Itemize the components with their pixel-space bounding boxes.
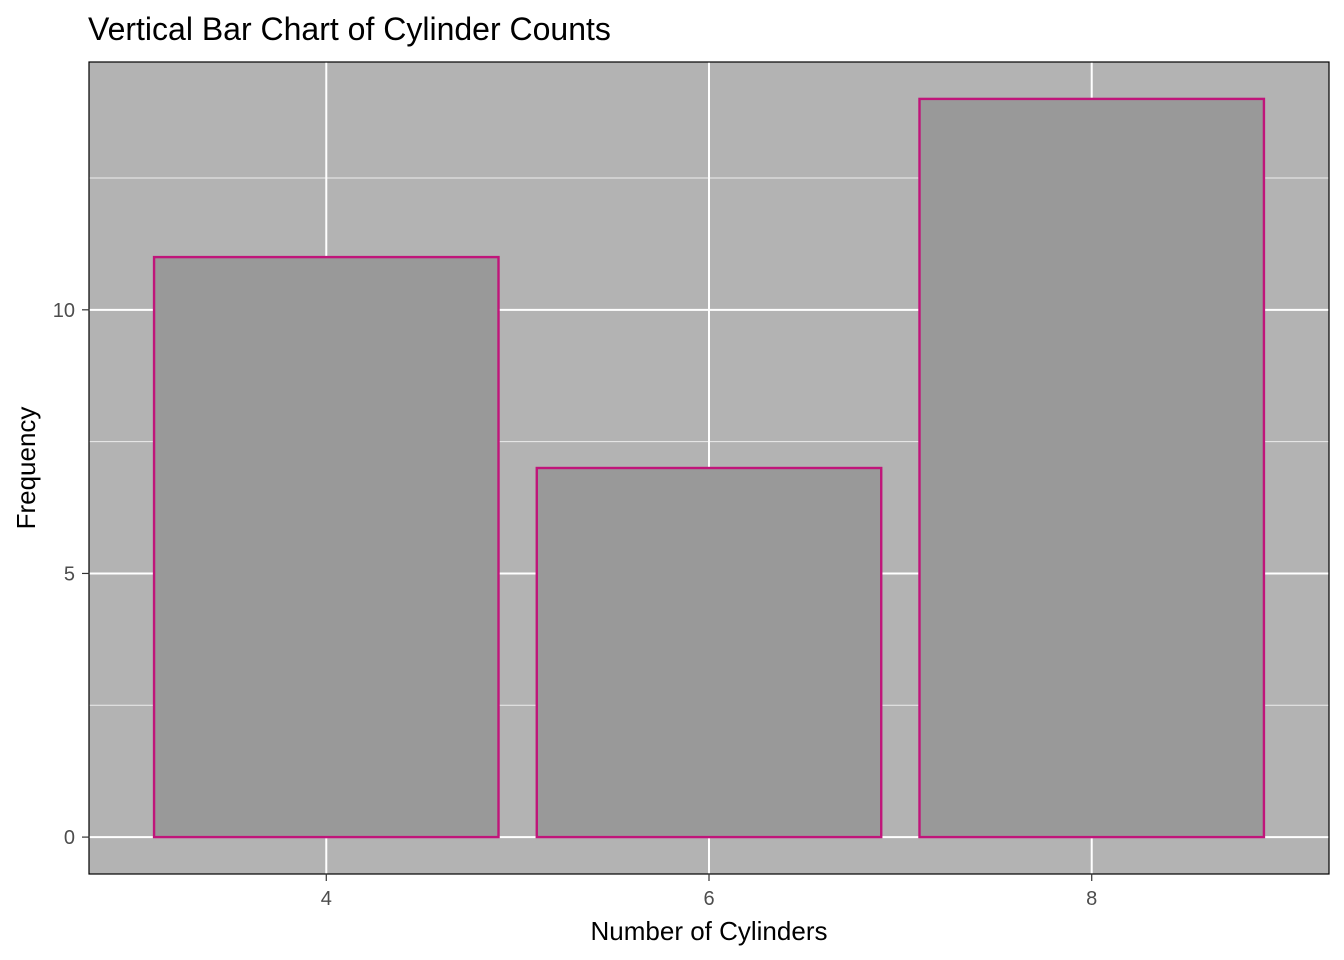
bars xyxy=(152,97,1266,839)
y-tick-label: 0 xyxy=(64,827,75,849)
bar-8-cylinders xyxy=(918,97,1266,839)
y-tick-label: 5 xyxy=(64,563,75,585)
x-axis: 4 6 8 xyxy=(321,874,1097,910)
x-tick-label: 8 xyxy=(1086,888,1097,910)
x-axis-title: Number of Cylinders xyxy=(591,916,828,946)
y-axis-title: Frequency xyxy=(11,407,41,530)
bar-4-cylinders xyxy=(152,255,500,839)
chart-title: Vertical Bar Chart of Cylinder Counts xyxy=(88,11,611,47)
y-axis: 0 5 10 xyxy=(53,300,89,849)
bar-6-cylinders xyxy=(535,466,883,839)
y-tick-label: 10 xyxy=(53,300,75,322)
x-tick-label: 4 xyxy=(321,888,332,910)
x-tick-label: 6 xyxy=(703,888,714,910)
